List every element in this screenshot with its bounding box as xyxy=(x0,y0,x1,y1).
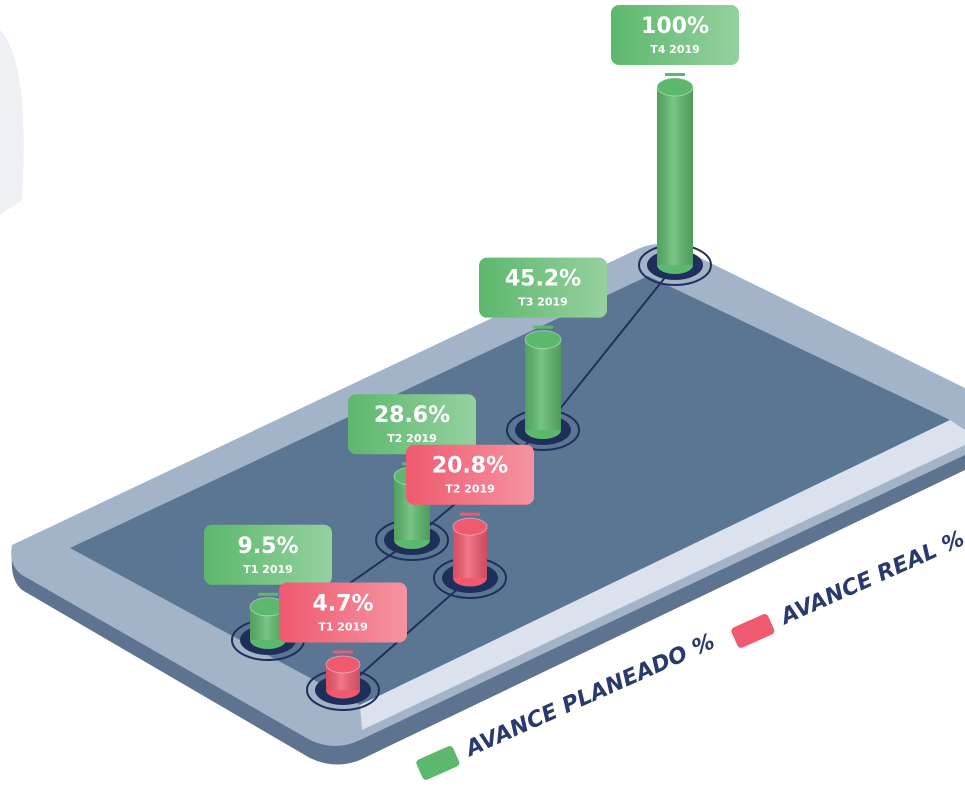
cap xyxy=(533,326,553,329)
cap xyxy=(333,650,353,653)
bar-top xyxy=(657,78,693,96)
value-label: 4.7% xyxy=(312,591,373,616)
value-label: 20.8% xyxy=(432,454,508,479)
bar-shade xyxy=(525,340,561,430)
chart: 9.5% T1 2019 28.6% T2 2019 45.2% T3 2019 100% T… xyxy=(0,0,965,798)
category-label: T2 2019 xyxy=(445,483,495,496)
legend-swatch xyxy=(730,613,775,649)
bar-group xyxy=(453,513,487,587)
value-label: 45.2% xyxy=(505,267,581,292)
cap xyxy=(258,593,278,596)
bar-top xyxy=(326,656,360,673)
cap xyxy=(460,513,480,516)
category-label: T2 2019 xyxy=(387,432,437,445)
bar-group xyxy=(657,73,693,274)
bar-top xyxy=(453,518,487,535)
value-label: 28.6% xyxy=(374,403,450,428)
cap xyxy=(665,73,685,76)
bar-top xyxy=(525,331,561,349)
category-label: T3 2019 xyxy=(518,296,568,309)
bar-group xyxy=(525,326,561,439)
bar-shade xyxy=(657,87,693,265)
category-label: T1 2019 xyxy=(243,563,293,576)
edge-shape xyxy=(0,30,24,215)
value-label: 100% xyxy=(641,14,709,39)
legend-swatch xyxy=(415,745,460,781)
category-label: T1 2019 xyxy=(318,620,368,633)
category-label: T4 2019 xyxy=(650,43,700,56)
value-label: 9.5% xyxy=(237,534,298,559)
